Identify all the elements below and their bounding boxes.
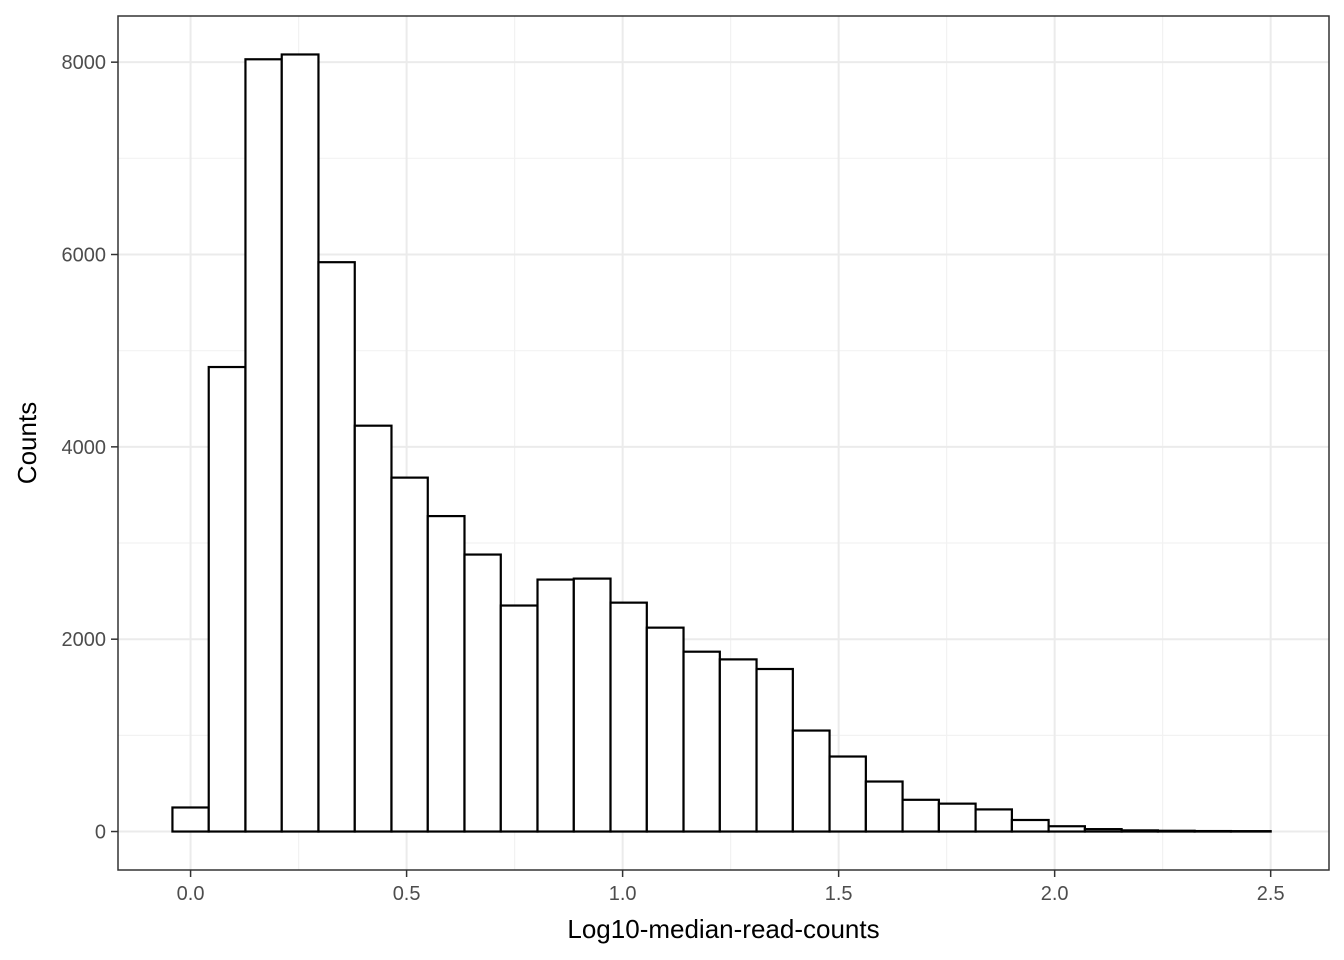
histogram-bar-19: [828, 755, 867, 833]
x-axis-ticks: 0.0 0.5 1.0 1.5 2.0 2.5: [177, 870, 1285, 905]
y-tick-label: 8000: [62, 52, 107, 74]
y-tick-label: 0: [95, 822, 106, 844]
panel-border: [117, 15, 1330, 871]
histogram-bar-25: [1047, 825, 1086, 833]
y-tick-label: 2000: [62, 629, 107, 651]
x-tick-label: 0.0: [177, 883, 205, 905]
x-tick-label: 1.5: [825, 883, 853, 905]
histogram-bar-16: [718, 658, 758, 833]
histogram-bar-1: [171, 806, 210, 833]
x-tick-label: 1.0: [609, 883, 637, 905]
x-tick-label: 0.5: [393, 883, 421, 905]
y-axis-ticks: 0 2000 4000 6000 8000: [62, 52, 118, 844]
histogram-bar-26: [1083, 828, 1123, 833]
histogram-bar-22: [937, 802, 977, 833]
histogram-bar-14: [645, 626, 685, 833]
histogram-bar-5: [317, 261, 356, 833]
histogram-bar-17: [755, 667, 794, 833]
x-tick-label: 2.0: [1041, 883, 1069, 905]
histogram-bar-28: [1156, 829, 1196, 833]
histogram-bar-2: [207, 365, 247, 833]
histogram-bar-10: [499, 604, 539, 833]
histogram-bar-12: [572, 577, 612, 833]
y-tick-label: 6000: [62, 245, 107, 267]
histogram-bar-23: [974, 808, 1013, 833]
histogram-bar-21: [901, 798, 940, 833]
histogram-bar-11: [536, 578, 575, 833]
histogram-bar-15: [682, 650, 721, 833]
histogram-bar-18: [791, 729, 831, 833]
histogram-bar-24: [1010, 818, 1050, 833]
x-tick-label: 2.5: [1257, 883, 1285, 905]
histogram-bar-20: [864, 780, 904, 833]
histogram-bar-6: [353, 424, 393, 833]
histogram-bar-4: [280, 53, 320, 833]
histogram-bar-13: [609, 601, 648, 833]
histogram-bars: [171, 53, 1272, 833]
histogram-bar-8: [426, 514, 466, 833]
x-axis-title: Log10-median-read-counts: [567, 914, 879, 944]
y-axis-title: Counts: [12, 402, 42, 484]
histogram-bar-9: [463, 553, 502, 833]
histogram-bar-3: [244, 58, 283, 833]
histogram-bar-7: [390, 476, 429, 833]
histogram-bar-27: [1120, 829, 1160, 833]
y-tick-label: 4000: [62, 437, 107, 459]
